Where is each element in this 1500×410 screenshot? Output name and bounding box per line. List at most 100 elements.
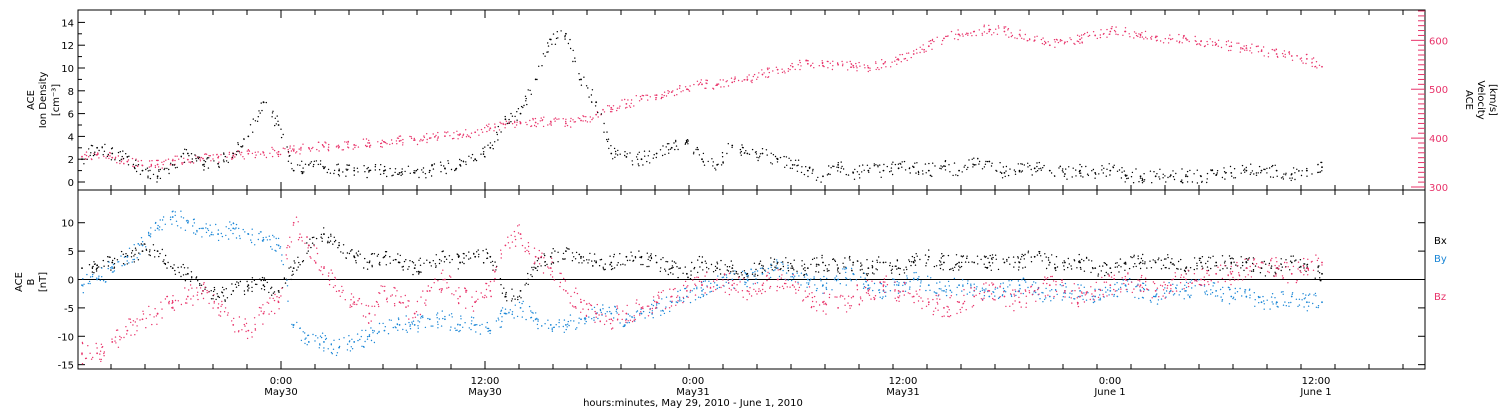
by-point <box>273 236 275 238</box>
by-point <box>1263 308 1265 310</box>
by-point <box>949 289 952 292</box>
density-point <box>977 158 979 160</box>
velocity-point <box>205 153 208 155</box>
velocity-point <box>897 58 900 61</box>
density-point <box>1007 174 1010 177</box>
velocity-point <box>1150 38 1153 40</box>
bz-point <box>920 297 922 299</box>
bx-point <box>583 260 585 262</box>
bx-point <box>1056 266 1059 268</box>
bx-point <box>1229 257 1232 260</box>
bz-point <box>825 304 828 306</box>
velocity-point <box>716 84 718 86</box>
bz-point <box>155 315 158 317</box>
density-point <box>643 150 646 152</box>
by-point <box>1303 306 1305 308</box>
bx-point <box>195 277 197 279</box>
bx-point <box>677 276 679 279</box>
velocity-point <box>537 123 539 125</box>
by-point <box>744 283 746 286</box>
by-point <box>460 318 462 320</box>
bx-point <box>116 259 119 261</box>
density-point <box>1079 163 1081 166</box>
bx-point <box>328 241 330 244</box>
bx-point <box>180 266 182 268</box>
density-point <box>88 148 90 150</box>
density-point <box>291 168 293 170</box>
velocity-point <box>612 105 615 107</box>
by-point <box>193 222 196 224</box>
density-point <box>272 110 274 113</box>
density-point <box>717 163 719 165</box>
velocity-point <box>409 135 411 138</box>
bx-point <box>494 261 496 263</box>
bx-point <box>612 256 615 258</box>
density-point <box>1245 166 1248 169</box>
velocity-point <box>480 128 483 131</box>
by-point <box>1187 294 1189 296</box>
bx-point <box>802 268 805 270</box>
by-point <box>420 315 423 318</box>
velocity-point <box>182 162 184 164</box>
density-point <box>1165 181 1167 183</box>
density-point <box>1091 170 1093 172</box>
density-point <box>1131 171 1134 174</box>
bz-point <box>540 255 543 258</box>
density-point <box>755 153 758 155</box>
density-point <box>774 155 777 158</box>
velocity-point <box>583 115 585 118</box>
by-point <box>976 286 978 288</box>
density-point <box>128 155 130 157</box>
density-point <box>425 177 427 179</box>
bx-point <box>632 259 635 262</box>
velocity-point <box>430 137 432 139</box>
velocity-point <box>630 102 632 105</box>
bz-point <box>582 308 584 310</box>
density-point <box>345 175 347 177</box>
bz-point <box>320 266 323 268</box>
by-point <box>845 284 847 286</box>
by-point <box>398 318 400 321</box>
bz-point <box>962 302 965 304</box>
bz-point <box>465 307 467 309</box>
density-point <box>867 169 870 172</box>
bx-point <box>587 262 589 264</box>
bx-point <box>971 261 973 263</box>
by-point <box>422 316 424 319</box>
bx-point <box>277 289 280 292</box>
bz-point <box>114 336 117 338</box>
density-point <box>652 157 654 159</box>
bz-point <box>437 280 439 282</box>
by-point <box>761 267 764 269</box>
velocity-point <box>831 68 834 71</box>
bx-point <box>966 255 968 257</box>
velocity-point <box>852 64 855 67</box>
by-point <box>797 281 799 283</box>
by-point <box>324 335 326 337</box>
velocity-point <box>423 135 425 137</box>
velocity-point <box>1182 37 1184 39</box>
density-point <box>147 170 149 172</box>
bx-point <box>731 267 734 270</box>
by-point <box>172 210 174 212</box>
by-point <box>271 248 273 250</box>
velocity-point <box>1143 38 1145 40</box>
velocity-point <box>1249 47 1252 49</box>
density-point <box>797 164 799 166</box>
by-point <box>869 287 871 289</box>
bz-point <box>983 297 985 299</box>
density-point <box>578 79 581 81</box>
velocity-point <box>151 160 153 162</box>
velocity-point <box>1041 42 1044 45</box>
velocity-point <box>117 155 120 157</box>
density-point <box>1206 172 1209 175</box>
bz-point <box>426 290 428 292</box>
by-point <box>744 281 746 283</box>
bx-point <box>600 258 603 261</box>
bz-point <box>622 310 624 312</box>
density-point <box>608 147 610 150</box>
bx-point <box>785 257 787 259</box>
bx-point <box>292 267 295 270</box>
bx-point <box>571 252 574 254</box>
by-point <box>280 260 283 262</box>
